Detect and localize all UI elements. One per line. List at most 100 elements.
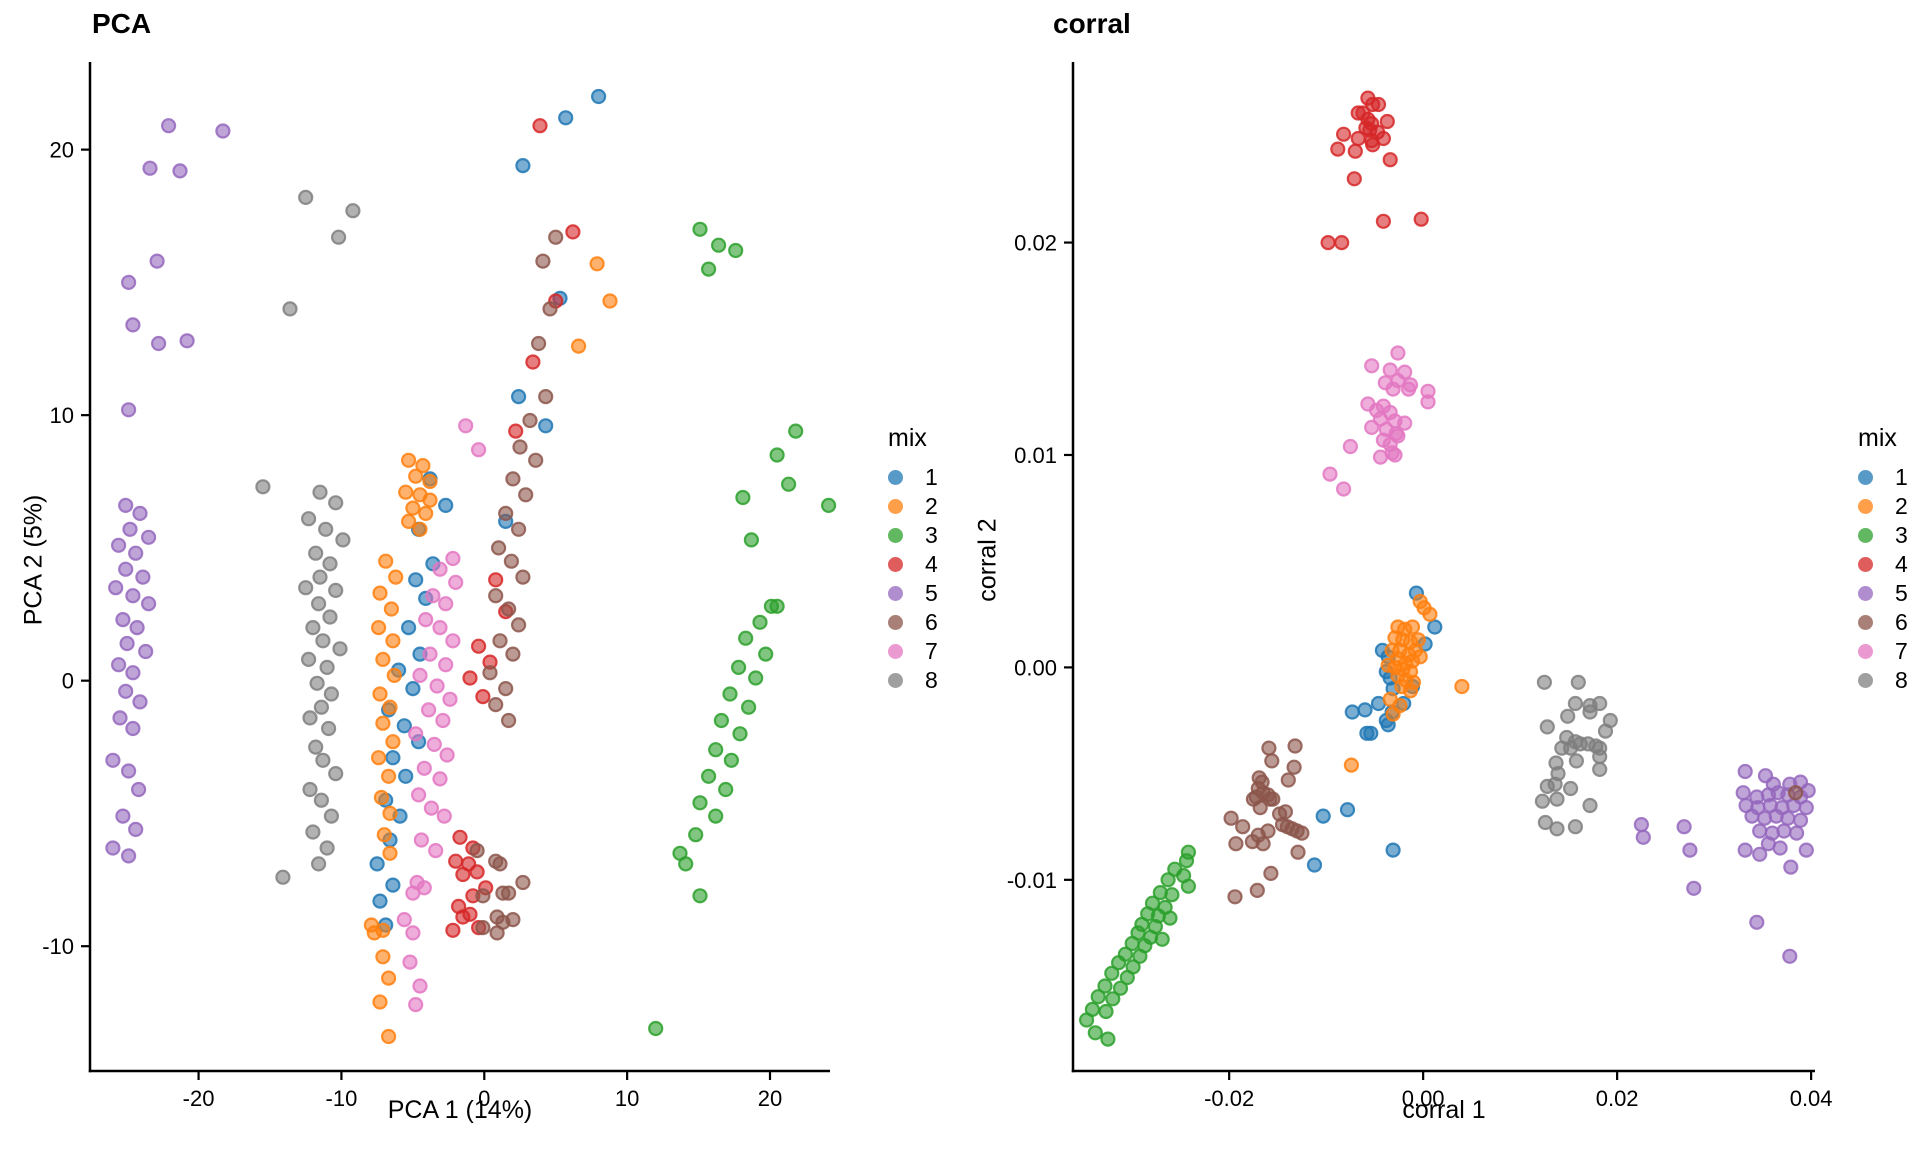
data-point: [1568, 753, 1585, 769]
data-point: [1385, 842, 1401, 858]
data-point: [402, 954, 418, 970]
legend-item-label: 4: [1895, 551, 1908, 577]
data-point: [1635, 829, 1651, 845]
data-point: [405, 885, 421, 901]
data-point: [1534, 793, 1551, 809]
data-point: [1780, 810, 1796, 826]
x-tick-label: 0: [478, 1086, 490, 1111]
data-point: [1783, 859, 1799, 875]
data-point: [1782, 948, 1798, 964]
legend-item-label: 7: [925, 638, 938, 664]
data-point: [1787, 785, 1804, 801]
data-point: [648, 1020, 664, 1037]
data-point: [515, 874, 531, 891]
data-point: [121, 402, 137, 418]
data-point: [161, 118, 177, 134]
data-point: [381, 970, 397, 986]
data-point: [475, 919, 491, 936]
data-point: [1365, 137, 1381, 153]
data-point: [412, 521, 428, 537]
data-point: [142, 160, 158, 176]
data-point: [1162, 910, 1178, 926]
legend-dot-icon: [888, 673, 903, 688]
data-point: [309, 675, 325, 691]
legend-item-mix-8: 8: [888, 666, 938, 695]
data-point: [1364, 419, 1380, 435]
data-point: [730, 659, 747, 676]
data-point: [121, 848, 137, 864]
data-point: [475, 688, 491, 705]
data-point: [1682, 842, 1698, 858]
data-point: [752, 614, 768, 630]
data-point: [1402, 683, 1419, 699]
data-point: [488, 588, 504, 604]
data-point: [1382, 362, 1398, 378]
data-point: [1539, 719, 1555, 735]
data-point: [505, 471, 521, 487]
data-point: [1800, 782, 1816, 799]
legend-item-mix-7: 7: [1858, 637, 1908, 666]
data-point: [1562, 780, 1579, 797]
data-point: [692, 888, 708, 904]
legend-item-mix-1: 1: [1858, 463, 1908, 492]
data-point: [1180, 878, 1197, 894]
data-point: [301, 511, 317, 527]
data-point: [708, 742, 724, 758]
legend-item-label: 5: [1895, 580, 1908, 606]
data-point: [1078, 1012, 1095, 1028]
data-point: [302, 710, 318, 726]
data-point: [125, 317, 141, 333]
data-point: [455, 909, 471, 925]
data-point: [132, 505, 148, 522]
x-tick-label: 10: [615, 1086, 639, 1111]
data-point: [1252, 799, 1268, 816]
series-mix-2: [363, 256, 618, 1045]
right-plot-title: corral: [1053, 8, 1131, 39]
data-point: [688, 827, 704, 843]
data-point: [432, 561, 448, 577]
legend-dot-icon: [1858, 499, 1873, 514]
data-point: [141, 596, 157, 612]
legend-item-label: 5: [925, 580, 938, 606]
data-point: [125, 665, 141, 681]
data-point: [312, 484, 328, 500]
data-point: [769, 447, 785, 463]
data-point: [115, 611, 131, 628]
legend-item-label: 8: [1895, 667, 1908, 693]
data-point: [408, 726, 424, 742]
data-point: [375, 651, 391, 668]
series-mix-8: [255, 189, 361, 885]
data-point: [692, 795, 708, 811]
data-point: [1549, 821, 1565, 837]
data-point: [172, 163, 188, 179]
data-point: [1798, 842, 1814, 858]
legend-item-label: 1: [1895, 464, 1908, 490]
data-point: [469, 864, 485, 880]
data-point: [532, 118, 548, 134]
data-point: [382, 845, 398, 861]
data-point: [1454, 678, 1470, 695]
data-point: [1744, 808, 1760, 824]
series-mix-4: [1320, 90, 1429, 251]
data-point: [1776, 823, 1792, 839]
data-point: [1752, 823, 1768, 839]
data-point: [525, 354, 541, 370]
data-point: [432, 771, 448, 787]
data-point: [1735, 785, 1751, 801]
data-point: [1228, 836, 1244, 852]
data-point: [1633, 816, 1650, 833]
legend-dot-icon: [1858, 586, 1873, 601]
data-point: [1235, 819, 1251, 835]
right-x-axis-label: corral 1: [1402, 1096, 1486, 1124]
data-point: [445, 922, 461, 938]
data-point: [452, 829, 468, 845]
data-point: [718, 781, 734, 798]
data-point: [385, 877, 401, 893]
data-point: [438, 596, 454, 612]
data-point: [1597, 723, 1614, 739]
data-point: [376, 827, 392, 843]
data-point: [323, 808, 339, 824]
data-point: [1315, 808, 1331, 824]
data-point: [305, 824, 321, 840]
data-point: [1676, 819, 1692, 835]
